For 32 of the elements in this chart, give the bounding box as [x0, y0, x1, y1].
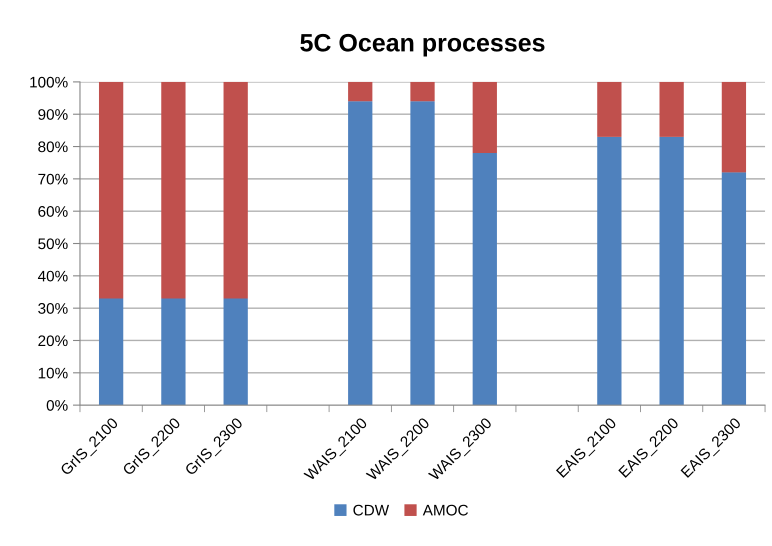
bar	[98, 82, 124, 298]
y-tick-label: 90%	[38, 109, 68, 120]
bar	[348, 101, 372, 406]
bar	[410, 101, 435, 406]
y-tick-label: 100%	[30, 76, 68, 88]
bar	[348, 82, 372, 102]
y-tick-label: 40%	[38, 270, 68, 282]
bar	[659, 136, 684, 406]
bar	[224, 82, 248, 298]
bar	[659, 82, 684, 137]
bar	[722, 82, 746, 172]
y-tick-label: 20%	[38, 335, 68, 346]
bar	[472, 153, 497, 406]
y-tick-label: 50%	[38, 238, 68, 250]
chart-title: 5C Ocean processes	[300, 34, 544, 57]
y-tick-label: 60%	[38, 206, 68, 217]
bar	[161, 298, 186, 406]
bar	[224, 298, 248, 406]
y-tick-label: 10%	[38, 368, 68, 378]
bar	[472, 82, 497, 154]
bar	[410, 82, 435, 102]
bar	[597, 82, 622, 137]
bar	[161, 82, 186, 298]
bar	[597, 136, 622, 406]
y-tick-label: 30%	[38, 303, 68, 314]
y-tick-label: 80%	[38, 141, 68, 152]
legend-label: AMOC	[422, 504, 468, 516]
legend-label: CDW	[353, 504, 390, 516]
y-tick-label: 0%	[46, 400, 68, 411]
y-tick-label: 70%	[38, 174, 68, 185]
bar	[722, 172, 746, 406]
bar	[98, 298, 124, 406]
